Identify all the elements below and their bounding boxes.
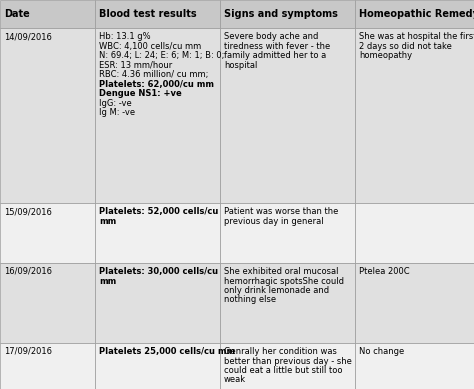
Bar xyxy=(95,203,220,263)
Bar xyxy=(355,203,474,263)
Text: Platelets: 30,000 cells/cu: Platelets: 30,000 cells/cu xyxy=(99,267,218,276)
Text: Platelets: 62,000/cu mm: Platelets: 62,000/cu mm xyxy=(99,79,214,89)
Text: Ig M: -ve: Ig M: -ve xyxy=(99,108,135,117)
Text: N: 69.4; L: 24; E: 6; M: 1; B: 0;: N: 69.4; L: 24; E: 6; M: 1; B: 0; xyxy=(99,51,224,60)
Bar xyxy=(220,263,355,343)
Bar xyxy=(0,343,95,389)
Text: IgG: -ve: IgG: -ve xyxy=(99,98,132,107)
Bar xyxy=(0,203,95,263)
Text: hemorrhagic spotsShe could: hemorrhagic spotsShe could xyxy=(224,277,344,286)
Text: RBC: 4.36 million/ cu mm;: RBC: 4.36 million/ cu mm; xyxy=(99,70,209,79)
Text: family admitted her to a: family admitted her to a xyxy=(224,51,326,60)
Text: Blood test results: Blood test results xyxy=(99,9,197,19)
Text: Homeopathic Remedy: Homeopathic Remedy xyxy=(359,9,474,19)
Bar xyxy=(95,263,220,343)
Bar xyxy=(0,0,95,28)
Bar xyxy=(0,28,95,203)
Text: Patient was worse than the: Patient was worse than the xyxy=(224,207,338,216)
Text: nothing else: nothing else xyxy=(224,296,276,305)
Bar xyxy=(220,203,355,263)
Text: 2 days so did not take: 2 days so did not take xyxy=(359,42,452,51)
Text: better than previous day - she: better than previous day - she xyxy=(224,356,352,366)
Text: hospital: hospital xyxy=(224,61,257,70)
Text: Genrally her condition was: Genrally her condition was xyxy=(224,347,337,356)
Text: weak: weak xyxy=(224,375,246,384)
Text: WBC: 4,100 cells/cu mm: WBC: 4,100 cells/cu mm xyxy=(99,42,201,51)
Text: 16/09/2016: 16/09/2016 xyxy=(4,267,52,276)
Text: Platelets: 52,000 cells/cu: Platelets: 52,000 cells/cu xyxy=(99,207,219,216)
Text: mm: mm xyxy=(99,277,116,286)
Text: previous day in general: previous day in general xyxy=(224,217,324,226)
Bar xyxy=(355,28,474,203)
Text: Severe body ache and: Severe body ache and xyxy=(224,32,319,41)
Text: could eat a little but still too: could eat a little but still too xyxy=(224,366,343,375)
Text: ESR: 13 mm/hour: ESR: 13 mm/hour xyxy=(99,61,172,70)
Text: homeopathy: homeopathy xyxy=(359,51,412,60)
Text: Platelets 25,000 cells/cu mm: Platelets 25,000 cells/cu mm xyxy=(99,347,235,356)
Bar xyxy=(95,0,220,28)
Bar xyxy=(220,0,355,28)
Text: She exhibited oral mucosal: She exhibited oral mucosal xyxy=(224,267,338,276)
Text: No change: No change xyxy=(359,347,404,356)
Text: 14/09/2016: 14/09/2016 xyxy=(4,32,52,41)
Text: mm: mm xyxy=(99,217,116,226)
Text: Date: Date xyxy=(4,9,30,19)
Bar xyxy=(95,343,220,389)
Text: only drink lemonade and: only drink lemonade and xyxy=(224,286,329,295)
Text: tiredness with fever - the: tiredness with fever - the xyxy=(224,42,330,51)
Text: Signs and symptoms: Signs and symptoms xyxy=(224,9,338,19)
Bar xyxy=(0,263,95,343)
Text: 15/09/2016: 15/09/2016 xyxy=(4,207,52,216)
Bar xyxy=(220,28,355,203)
Bar xyxy=(355,263,474,343)
Bar xyxy=(95,28,220,203)
Text: She was at hospital the first: She was at hospital the first xyxy=(359,32,474,41)
Text: Ptelea 200C: Ptelea 200C xyxy=(359,267,410,276)
Bar xyxy=(355,0,474,28)
Bar xyxy=(355,343,474,389)
Text: Dengue NS1: +ve: Dengue NS1: +ve xyxy=(99,89,182,98)
Text: Hb: 13.1 g%: Hb: 13.1 g% xyxy=(99,32,151,41)
Text: 17/09/2016: 17/09/2016 xyxy=(4,347,52,356)
Bar xyxy=(220,343,355,389)
